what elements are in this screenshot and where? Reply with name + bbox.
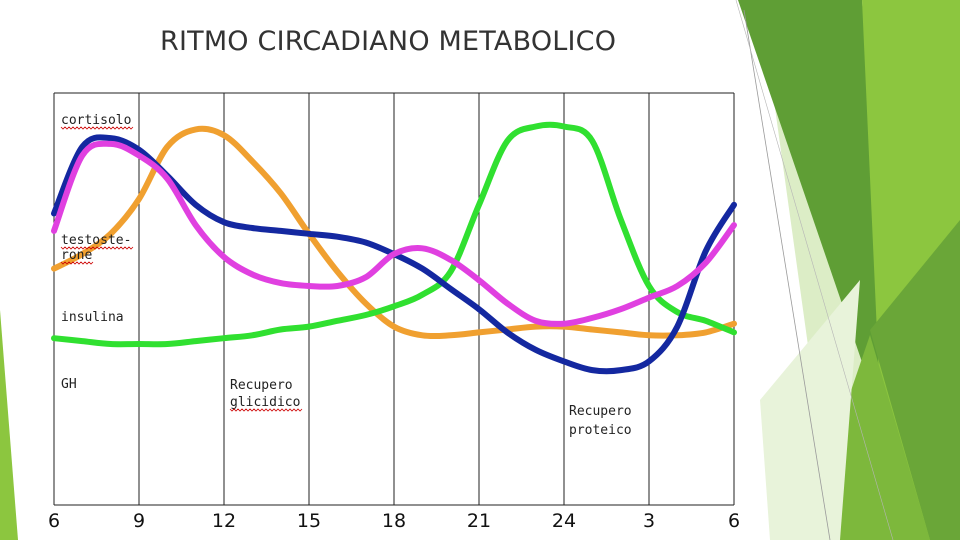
x-tick-labels: 6 9 12 15 18 21 24 3 6 xyxy=(48,510,740,532)
label-cortisolo-line-0: cortisolo xyxy=(61,113,131,128)
label-insulina-line-0: insulina xyxy=(61,310,124,325)
slide-title: RITMO CIRCADIANO METABOLICO xyxy=(160,26,617,57)
label-cortisolo-spellcheck-0 xyxy=(60,126,134,130)
annotation-recupero-glicidico-line-1: glicidico xyxy=(230,395,300,410)
series-line-insulina xyxy=(51,125,737,340)
deco-right-olive xyxy=(870,220,960,540)
annotation-recupero-proteico-line-0: Recupero xyxy=(569,404,632,419)
series-line-gh xyxy=(51,121,737,348)
x-tick-7: 3 xyxy=(643,510,655,532)
annotation-recupero-glicidico-line-0: Recupero xyxy=(230,378,293,393)
x-tick-8: 6 xyxy=(728,510,740,532)
label-testosterone-spellcheck-1 xyxy=(60,261,94,265)
deco-left-edge xyxy=(0,310,18,540)
x-tick-2: 12 xyxy=(212,510,236,532)
label-testosterone-spellcheck-0 xyxy=(60,246,134,250)
series-line-testosterone xyxy=(51,140,737,327)
label-testosterone-line-1: rone xyxy=(61,248,92,263)
series-lines xyxy=(51,121,737,375)
label-gh-line-0: GH xyxy=(61,377,77,392)
x-tick-6: 24 xyxy=(552,510,576,532)
deco-right-pale xyxy=(760,280,860,540)
deco-thin-line-1 xyxy=(743,9,831,540)
x-tick-0: 6 xyxy=(48,510,60,532)
annotation-recupero-proteico-line-1: proteico xyxy=(569,423,632,438)
x-tick-4: 18 xyxy=(382,510,406,532)
deco-thin-line-2 xyxy=(735,0,894,540)
x-tick-3: 15 xyxy=(297,510,321,532)
curve-labels: cortisolo testoste-rone insulina GH Recupero… xyxy=(60,113,632,438)
x-tick-5: 21 xyxy=(467,510,491,532)
annotation-recupero-glicidico-spellcheck-1 xyxy=(229,408,303,412)
x-tick-1: 9 xyxy=(133,510,145,532)
label-testosterone-line-0: testoste- xyxy=(61,233,131,248)
